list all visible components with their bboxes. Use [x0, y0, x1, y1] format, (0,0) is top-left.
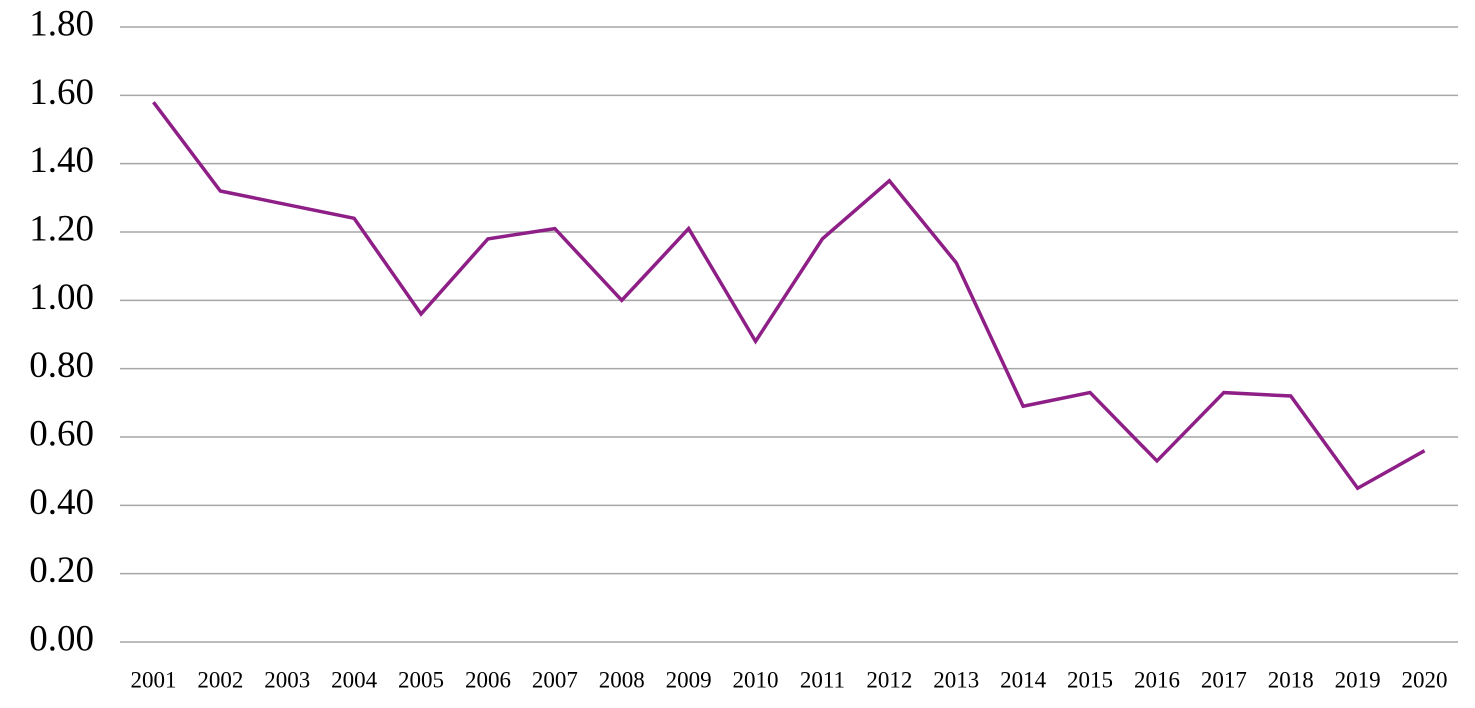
x-tick-label: 2011: [800, 667, 845, 692]
x-tick-label: 2015: [1067, 667, 1113, 692]
x-tick-label: 2019: [1335, 667, 1381, 692]
y-tick-label: 0.40: [29, 482, 94, 523]
y-tick-label: 1.80: [29, 3, 94, 44]
y-tick-label: 1.60: [29, 72, 94, 113]
y-tick-label: 0.60: [29, 413, 94, 454]
y-tick-label: 0.20: [29, 550, 94, 591]
x-tick-label: 2009: [666, 667, 712, 692]
x-tick-label: 2010: [733, 667, 779, 692]
x-tick-label: 2003: [264, 667, 310, 692]
y-tick-label: 1.00: [29, 277, 94, 318]
x-tick-label: 2017: [1201, 667, 1247, 692]
x-tick-label: 2020: [1402, 667, 1448, 692]
x-tick-label: 2018: [1268, 667, 1314, 692]
x-tick-label: 2002: [197, 667, 243, 692]
x-tick-label: 2012: [866, 667, 912, 692]
x-tick-label: 2007: [532, 667, 578, 692]
x-tick-label: 2006: [465, 667, 511, 692]
x-tick-label: 2001: [130, 667, 176, 692]
x-tick-label: 2016: [1134, 667, 1180, 692]
data-line: [152, 101, 1426, 491]
x-tick-label: 2005: [398, 667, 444, 692]
x-tick-label: 2008: [599, 667, 645, 692]
y-tick-label: 1.40: [29, 140, 94, 181]
y-tick-label: 1.20: [29, 208, 94, 249]
x-tick-label: 2014: [1000, 667, 1047, 692]
y-tick-label: 0.00: [29, 618, 94, 659]
x-tick-label: 2013: [933, 667, 979, 692]
x-tick-label: 2004: [331, 667, 378, 692]
y-tick-label: 0.80: [29, 345, 94, 386]
